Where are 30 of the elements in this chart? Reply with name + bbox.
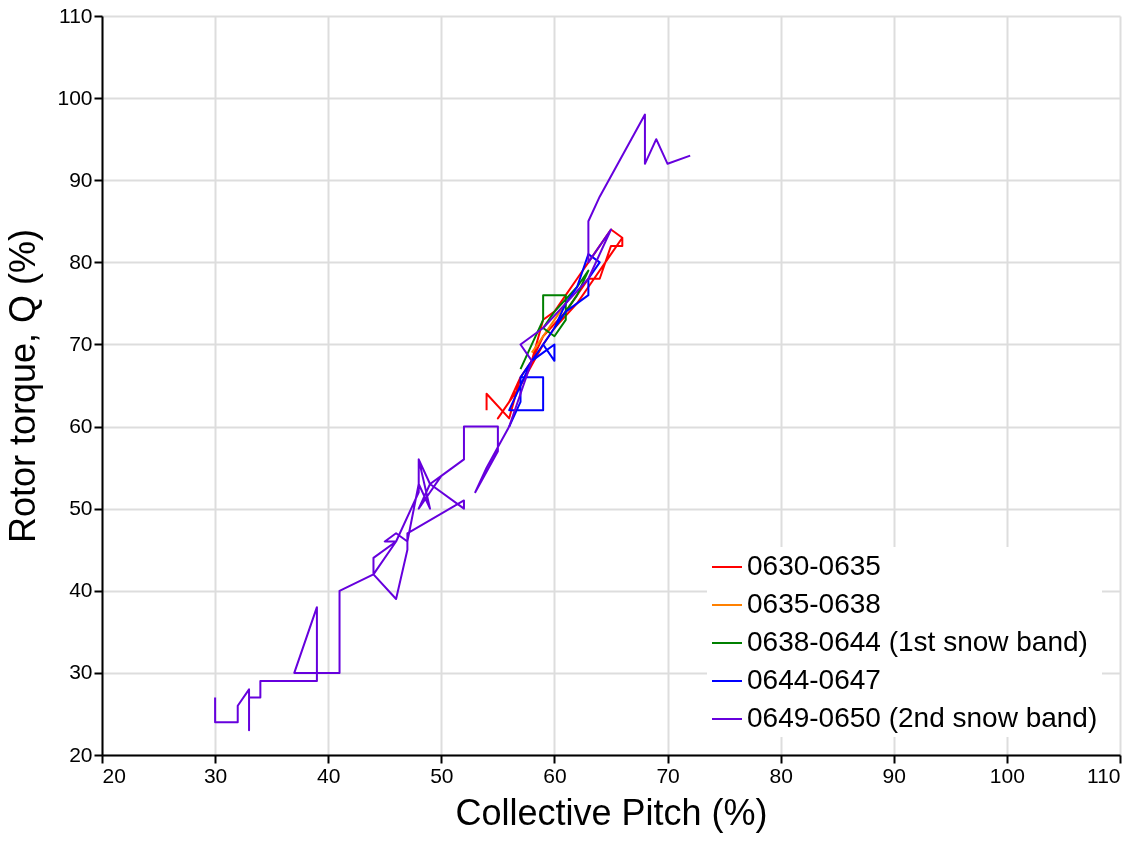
y-tick-label: 100: [57, 85, 93, 109]
x-tick-label: 100: [989, 763, 1025, 787]
y-tick-label: 70: [69, 331, 93, 355]
y-tick-label: 30: [69, 660, 93, 684]
x-tick-label: 50: [430, 763, 454, 787]
y-tick-label: 80: [69, 249, 93, 273]
legend-label: 0644-0647: [747, 664, 881, 695]
line-series: [485, 228, 624, 420]
x-tick-label: 80: [769, 763, 793, 787]
x-tick-label: 40: [317, 763, 341, 787]
legend-label: 0638-0644 (1st snow band): [747, 626, 1088, 657]
y-tick-label: 20: [69, 742, 93, 766]
legend-label: 0630-0635: [747, 550, 881, 581]
x-tick-label: 110: [1087, 763, 1121, 787]
x-tick-label: 20: [102, 763, 126, 787]
x-tick-label: 90: [882, 763, 906, 787]
legend-label: 0635-0638: [747, 588, 881, 619]
line-series: [519, 269, 590, 371]
x-tick-label: 30: [203, 763, 228, 787]
legend-label: 0649-0650 (2nd snow band): [747, 702, 1098, 733]
x-tick-label: 70: [656, 763, 680, 787]
y-tick-label: 90: [69, 167, 93, 191]
line-series: [214, 113, 692, 732]
x-axis-title: Collective Pitch (%): [455, 791, 768, 833]
y-tick-label: 60: [69, 414, 93, 438]
y-axis-title: Rotor torque, Q (%): [2, 228, 44, 544]
y-tick-label: 110: [59, 3, 93, 27]
y-tick-label: 50: [69, 496, 93, 520]
x-tick-label: 60: [543, 763, 567, 787]
y-tick-label: 40: [69, 578, 93, 602]
